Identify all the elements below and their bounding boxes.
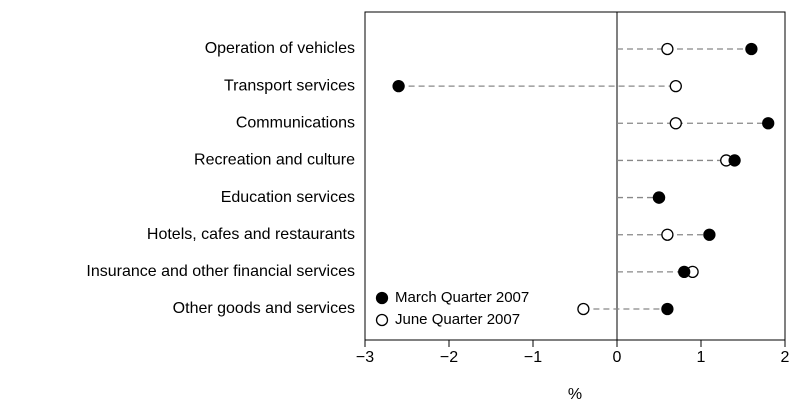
legend-text: June Quarter 2007 [395, 311, 520, 328]
legend-text: March Quarter 2007 [395, 289, 529, 306]
dot [661, 42, 674, 56]
x-tick-label: −3 [356, 349, 374, 366]
dot [728, 154, 741, 167]
category-label: Education services [221, 189, 355, 206]
dot [661, 228, 674, 241]
dot [669, 79, 682, 93]
category-label: Hotels, cafes and restaurants [147, 226, 355, 243]
dot [762, 117, 775, 130]
category-label: Insurance and other financial services [86, 263, 355, 280]
dot [669, 117, 682, 130]
category-label: Transport services [224, 77, 355, 94]
x-tick-label: 1 [697, 349, 706, 366]
dot [745, 42, 758, 56]
dot [678, 265, 691, 279]
category-label: Operation of vehicles [205, 40, 355, 57]
dot [577, 302, 590, 316]
dot [392, 79, 405, 93]
plot-frame [364, 11, 786, 341]
dot [661, 302, 674, 316]
category-label: Recreation and culture [194, 152, 355, 169]
x-tick-label: 0 [613, 349, 622, 366]
legend-marker [375, 313, 389, 327]
x-tick-label: 2 [781, 349, 790, 366]
x-tick-label: −2 [440, 349, 458, 366]
x-tick-label: −1 [524, 349, 542, 366]
x-axis-label: % [568, 386, 582, 403]
dot [703, 228, 716, 241]
category-label: Other goods and services [173, 300, 355, 317]
legend-marker [375, 291, 389, 305]
category-label: Communications [236, 115, 355, 132]
dot [652, 191, 666, 204]
